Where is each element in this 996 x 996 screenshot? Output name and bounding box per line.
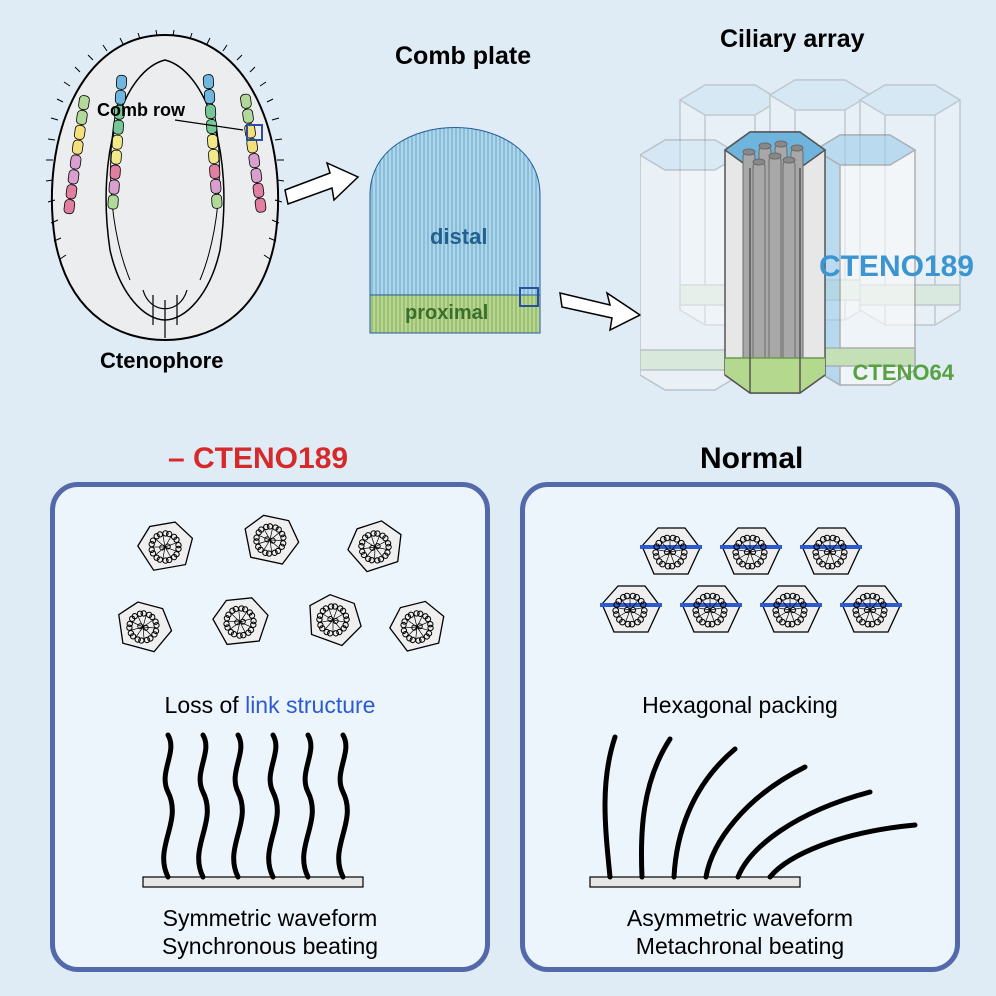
left-line3: Synchronous beating (55, 933, 485, 960)
loose-cilia-diagram (55, 492, 495, 692)
right-line2: Asymmetric waveform (525, 905, 955, 932)
right-line1: Hexagonal packing (525, 692, 955, 719)
left-panel-title: – CTENO189 (168, 442, 348, 476)
right-line3: Metachronal beating (525, 933, 955, 960)
left-panel: Loss of link structure Symmetric wavefor… (50, 482, 490, 972)
symmetric-wave-diagram (113, 727, 413, 897)
right-panel-title: Normal (700, 442, 803, 476)
cteno64-label: CTENO64 (853, 360, 954, 386)
arrow-2-icon (555, 275, 645, 345)
left-line2: Symmetric waveform (55, 905, 485, 932)
ctenophore-label: Ctenophore (100, 348, 223, 374)
left-line1: Loss of link structure (55, 692, 485, 719)
right-panel: Hexagonal packing Asymmetric waveform Me… (520, 482, 960, 972)
distal-label: distal (430, 224, 487, 250)
ciliary-column-front (725, 132, 825, 393)
arrow-1-icon (280, 155, 360, 215)
proximal-label: proximal (405, 302, 488, 325)
asymmetric-wave-diagram (570, 727, 930, 897)
ciliary-array-label: Ciliary array (720, 25, 865, 54)
cteno189-label: CTENO189 (819, 250, 974, 284)
ctenophore-diagram (25, 20, 305, 350)
link-structure-span: link structure (245, 692, 375, 718)
comb-row-label: Comb row (97, 100, 185, 121)
comb-plate-label: Comb plate (395, 42, 531, 71)
hex-packing-diagram (525, 492, 965, 692)
